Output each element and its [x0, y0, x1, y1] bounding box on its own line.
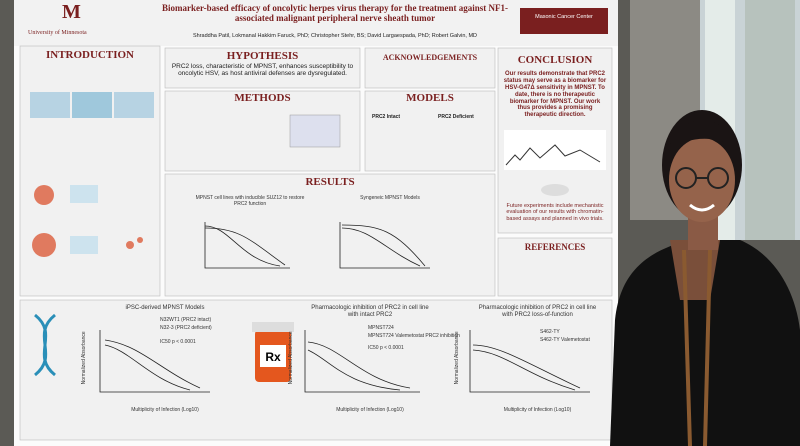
section-heading: METHODS — [234, 92, 291, 104]
chart-title: iPSC-derived MPNST Models — [125, 305, 205, 311]
legend-entry: N32WT1 (PRC2 intact) — [160, 317, 212, 323]
svg-text:Rx: Rx — [265, 350, 281, 364]
section-heading: RESULTS — [305, 176, 355, 188]
chart-title: Pharmacologic inhibition of PRC2 in cell… — [478, 305, 597, 318]
conclusion-text: Our results demonstrate that PRC2 status… — [503, 71, 607, 119]
y-axis-label: Normalized Absorbance — [454, 331, 461, 385]
y-axis-label: Normalized Absorbance — [81, 331, 88, 385]
chart-title: Pharmacologic inhibition of PRC2 in cell… — [311, 305, 429, 318]
legend-entry: S462-TY Valemetostat — [540, 337, 590, 343]
poster-title: Biomarker-based efficacy of oncolytic he… — [161, 3, 509, 24]
svg-text:M: M — [62, 1, 81, 23]
hypothesis-text: PRC2 loss, characteristic of MPNST, enha… — [171, 63, 354, 78]
section-heading: INTRODUCTION — [45, 49, 134, 61]
x-axis-label: Multiplicity of Infection (Log10) — [503, 407, 572, 413]
model-label: PRC2 Deficient — [438, 114, 474, 120]
chart-title: Syngeneic MPNST Models — [360, 195, 420, 201]
annotation: IC50 p < 0.0001 — [368, 345, 404, 351]
section-heading: MODELS — [406, 92, 454, 104]
authors: Shraddha Patil, Lokmanal Hakkim Faruck, … — [193, 33, 477, 39]
cancer-center: Masonic Cancer Center — [535, 14, 593, 20]
legend-entry: S462-TY — [540, 329, 560, 335]
section-heading: REFERENCES — [524, 242, 586, 252]
x-axis-label: Multiplicity of Infection (Log10) — [336, 407, 404, 413]
future-text: Future experiments include mechanistic e… — [506, 203, 604, 222]
annotation: IC50 p < 0.0001 — [160, 339, 196, 345]
y-axis-label: Normalized Absorbance — [288, 331, 295, 385]
legend-entry: N32-3 (PRC2 deficient) — [160, 325, 212, 331]
chart-title: MPNST cell lines with inducible SUZ12 to… — [195, 195, 305, 207]
section-heading: ACKNOWLEDGEMENTS — [382, 53, 478, 62]
university: University of Minnesota — [28, 30, 87, 36]
x-axis-label: Multiplicity of Infection (Log10) — [131, 407, 199, 413]
section-heading: CONCLUSION — [517, 54, 593, 66]
section-heading: HYPOTHESIS — [226, 50, 299, 62]
model-label: PRC2 Intact — [372, 114, 401, 120]
legend-entry: MPNST724 — [368, 325, 394, 331]
legend-entry: MPNST724 Valemetostat PRC2 inhibition — [368, 333, 460, 339]
